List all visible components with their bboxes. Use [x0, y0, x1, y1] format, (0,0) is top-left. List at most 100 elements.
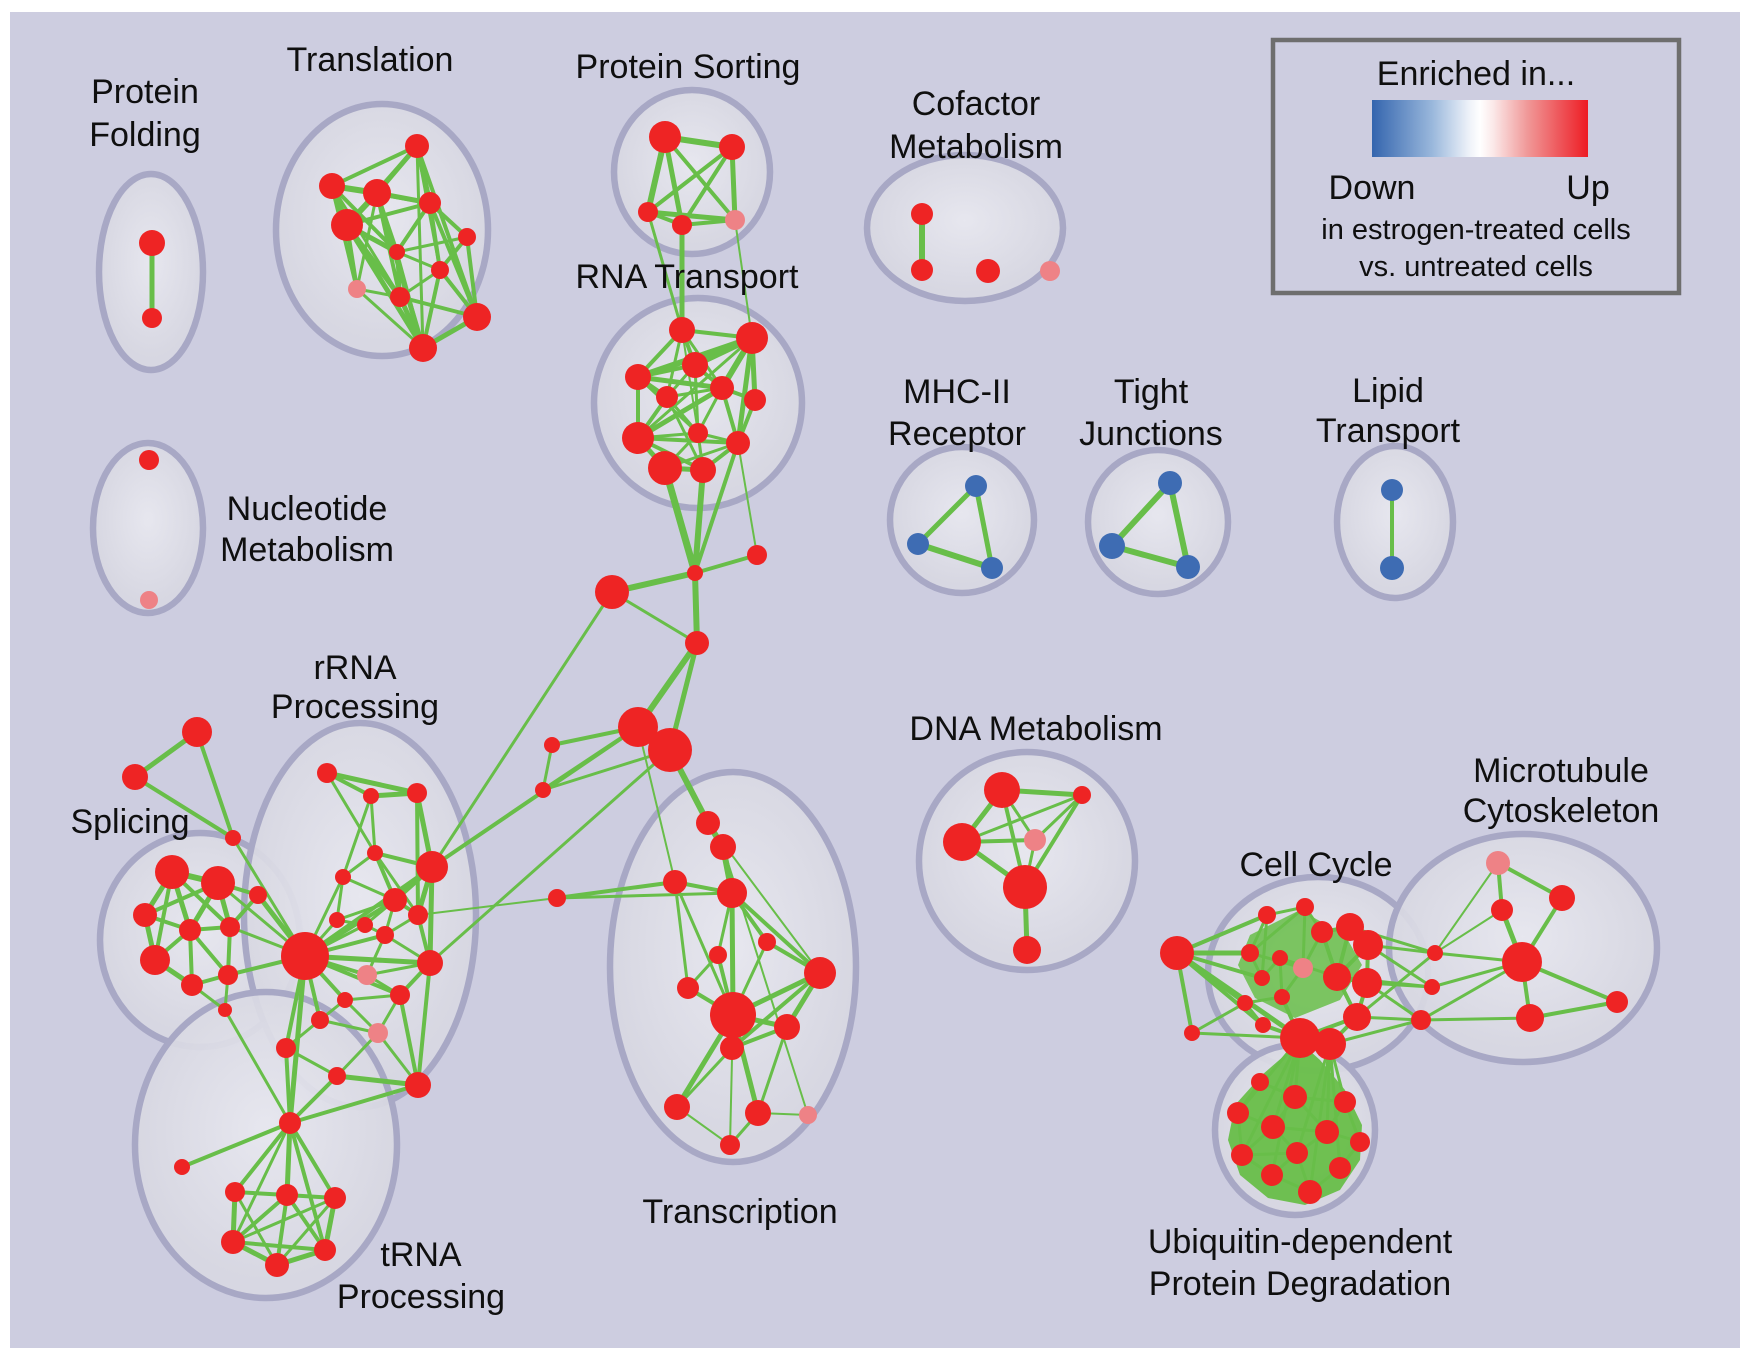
- node-ghub: [281, 932, 329, 980]
- edge: [288, 1074, 339, 1125]
- node-m1: [965, 475, 987, 497]
- node-d2: [1073, 786, 1091, 804]
- edge: [693, 553, 759, 575]
- legend-line2: vs. untreated cells: [1359, 251, 1593, 283]
- node-g13: [417, 950, 443, 976]
- node-j3: [1176, 555, 1200, 579]
- node-g4: [367, 845, 383, 861]
- cluster-label-microtubule-cytoskeleton: Cytoskeleton: [1463, 792, 1660, 830]
- cluster-label-trna-processing: Processing: [337, 1278, 505, 1316]
- cluster-label-protein-folding: Protein: [91, 73, 199, 111]
- legend-box: [1270, 37, 1682, 296]
- node-mt2: [1549, 885, 1575, 911]
- cluster-label-rrna-processing: rRNA: [313, 649, 396, 687]
- node-t8: [431, 261, 449, 279]
- edge: [428, 201, 442, 272]
- node-t1: [405, 134, 429, 158]
- node-t3: [319, 173, 345, 199]
- node-mt5: [1516, 1004, 1544, 1032]
- node-s1: [649, 121, 681, 153]
- node-m2: [907, 533, 929, 555]
- node-g7: [383, 888, 407, 912]
- node-r1: [669, 317, 695, 343]
- node-p14: [745, 1100, 771, 1126]
- edge: [675, 1046, 734, 1109]
- node-u2: [1283, 1085, 1307, 1109]
- node-r6: [710, 376, 734, 400]
- node-g2: [363, 788, 379, 804]
- node-sp2: [201, 866, 235, 900]
- edge: [344, 222, 426, 351]
- node-h6: [221, 1230, 245, 1254]
- node-cn3: [1411, 1010, 1431, 1030]
- node-u12: [1298, 1180, 1322, 1204]
- node-t2: [363, 179, 391, 207]
- node-t5: [419, 192, 441, 214]
- edge: [555, 891, 734, 900]
- node-u1: [1251, 1073, 1269, 1091]
- node-pf2: [142, 308, 162, 328]
- edge: [635, 374, 725, 391]
- edge: [1190, 1001, 1247, 1035]
- node-u11: [1329, 1157, 1351, 1179]
- node-sp9: [249, 886, 267, 904]
- node-c1: [911, 203, 933, 225]
- edge: [1260, 913, 1269, 980]
- edge: [330, 144, 419, 188]
- node-m3: [981, 557, 1003, 579]
- cluster-ellipse-nucleotide-metabolism: [89, 439, 207, 617]
- node-t7: [389, 244, 405, 260]
- cluster-label-ubiquitin-degradation: Ubiquitin-dependent: [1148, 1223, 1453, 1261]
- node-cc10: [1254, 970, 1270, 986]
- node-h2: [174, 1159, 190, 1175]
- edge: [428, 748, 672, 965]
- edge: [734, 219, 753, 339]
- cluster-label-cofactor-metabolism: Metabolism: [889, 128, 1063, 166]
- edge: [415, 791, 420, 917]
- edge: [756, 1025, 789, 1115]
- node-p16: [720, 1135, 740, 1155]
- node-p4: [710, 834, 736, 860]
- cluster-label-tight-junctions: Junctions: [1079, 415, 1223, 453]
- node-r10: [726, 431, 750, 455]
- edge: [284, 1120, 293, 1198]
- node-r5: [656, 386, 678, 408]
- node-h7: [265, 1253, 289, 1277]
- legend-up-label: Up: [1566, 169, 1609, 207]
- node-sp10: [218, 1003, 232, 1017]
- cluster-label-mhc-ii-receptor: Receptor: [888, 415, 1026, 453]
- edge: [737, 442, 758, 556]
- edge: [636, 436, 740, 445]
- node-d3: [943, 823, 981, 861]
- node-c2: [911, 259, 933, 281]
- node-cc17: [1280, 1018, 1320, 1058]
- node-p2: [648, 728, 692, 772]
- node-d6: [1013, 936, 1041, 964]
- node-cn1: [1427, 945, 1443, 961]
- legend-line1: in estrogen-treated cells: [1321, 214, 1631, 246]
- edge: [417, 897, 558, 916]
- edge: [1270, 1036, 1302, 1177]
- cluster-label-protein-folding: Folding: [89, 116, 201, 154]
- node-sp3: [133, 903, 157, 927]
- node-u5: [1261, 1115, 1285, 1139]
- node-c4: [1040, 261, 1060, 281]
- edge: [133, 775, 235, 840]
- nodes-layer: [122, 121, 1628, 1277]
- node-g20: [405, 1072, 431, 1098]
- node-r2: [736, 322, 768, 354]
- node-h3: [225, 1182, 245, 1202]
- edge: [635, 385, 725, 441]
- node-cc2: [1184, 1025, 1200, 1041]
- cluster-label-ubiquitin-degradation: Protein Degradation: [1149, 1265, 1451, 1303]
- edge: [341, 794, 373, 879]
- node-g17: [368, 1023, 388, 1043]
- node-g18: [276, 1038, 296, 1058]
- node-r4: [625, 364, 651, 390]
- node-x4: [685, 631, 709, 655]
- edge: [231, 1196, 337, 1244]
- legend-down-label: Down: [1329, 169, 1416, 207]
- edge: [973, 483, 995, 571]
- node-r3: [682, 352, 708, 378]
- cluster-label-mhc-ii-receptor: MHC-II: [903, 373, 1011, 411]
